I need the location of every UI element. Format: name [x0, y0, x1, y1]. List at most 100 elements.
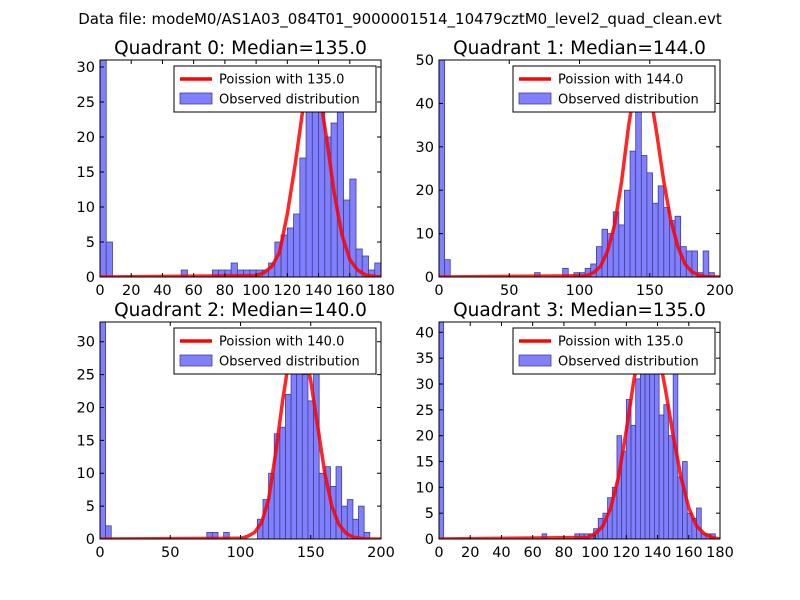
legend-bars-label: Observed distribution	[219, 93, 360, 108]
x-tick-label: 100	[242, 283, 270, 299]
histogram-bar	[624, 189, 631, 277]
histogram-bar	[290, 367, 298, 539]
histogram-bar	[363, 532, 371, 539]
legend-bars-label: Observed distribution	[219, 355, 360, 370]
x-tick-label: 0	[95, 545, 104, 561]
legend-curve-label: Poission with 135.0	[219, 73, 344, 88]
legend: Poission with 135.0 Observed distribution	[173, 65, 377, 113]
subplot-grid: 0 20 40 60 80 100 120 140 160 180051015202530Quad…	[77, 38, 734, 561]
y-tick-label: 35	[416, 351, 434, 367]
histogram-bar	[640, 155, 648, 277]
x-tick-label: 100	[566, 283, 594, 299]
x-tick-label: 180	[367, 283, 395, 299]
histogram-bar	[211, 532, 219, 539]
subplot-title: Quadrant 0: Median=135.0	[114, 38, 367, 59]
x-tick-label: 120	[612, 545, 640, 561]
x-tick-label: 160	[675, 545, 703, 561]
x-tick-label: 140	[644, 545, 672, 561]
y-tick-label: 40	[416, 325, 434, 341]
histogram-bar	[439, 322, 445, 539]
y-tick-label: 25	[77, 368, 95, 384]
x-tick-label: 150	[636, 283, 664, 299]
histogram-bar	[293, 213, 301, 277]
y-tick-label: 0	[86, 532, 95, 548]
histogram-bar	[100, 322, 107, 539]
x-tick-label: 100	[581, 545, 609, 561]
histogram-bar	[646, 172, 653, 277]
histogram-bar	[305, 101, 313, 277]
histogram-bar	[100, 60, 107, 277]
y-tick-label: 0	[86, 270, 95, 286]
axes-frame	[438, 321, 721, 540]
x-tick-label: 60	[184, 283, 202, 299]
subplot-quadrant-0: 0 20 40 60 80 100 120 140 160 180 0 5 10 15 20 25 30 Quad…	[77, 38, 395, 299]
y-tick-label: 5	[86, 499, 95, 515]
x-tick-label: 50	[161, 545, 179, 561]
x-tick-label: 140	[305, 283, 333, 299]
x-tick-label: 150	[297, 545, 325, 561]
x-tick-label: 40	[492, 545, 510, 561]
y-tick-label: 50	[416, 53, 434, 69]
y-tick-label: 15	[416, 455, 434, 471]
legend-bars-swatch	[179, 354, 213, 367]
histogram-bar	[702, 250, 710, 277]
x-tick-label: 0	[434, 545, 443, 561]
x-tick-label: 20	[461, 545, 479, 561]
histogram-bar	[663, 404, 669, 539]
x-tick-label: 80	[216, 283, 234, 299]
histogram-bar	[691, 250, 698, 277]
legend: Poission with 135.0 Observed distribution	[512, 327, 716, 375]
subplot-title: Quadrant 1: Median=144.0	[453, 38, 706, 59]
y-tick-label: 30	[416, 377, 434, 393]
y-tick-label: 40	[416, 96, 434, 112]
histogram-bar	[562, 267, 569, 277]
histogram-bar	[318, 472, 326, 539]
x-tick-label: 100	[227, 545, 255, 561]
subplot-quadrant-2: 0 50 100 150 200 0 5 10 15 20 25 30 Quadrant 2: Medi…	[77, 300, 395, 561]
legend-curve-label: Poission with 140.0	[219, 335, 344, 350]
x-tick-label: 80	[555, 545, 573, 561]
axes-frame	[99, 59, 382, 278]
histogram-bar	[358, 505, 365, 539]
histogram-bar	[361, 255, 369, 277]
histogram-bar	[657, 185, 665, 277]
y-tick-label: 20	[416, 429, 434, 445]
subplot-title: Quadrant 3: Median=135.0	[453, 300, 706, 321]
x-tick-label: 200	[706, 283, 734, 299]
subplot-title: Quadrant 2: Median=140.0	[114, 300, 367, 321]
plot-marks	[439, 322, 720, 539]
histogram-bar	[654, 357, 660, 539]
histogram-bar	[635, 378, 641, 539]
x-tick-label: 0	[434, 283, 443, 299]
y-tick-label: 30	[77, 60, 95, 76]
histogram-bar	[105, 525, 112, 539]
x-tick-label: 160	[336, 283, 364, 299]
y-tick-label: 20	[77, 400, 95, 416]
x-tick-label: 0	[95, 283, 104, 299]
histogram-bar	[349, 178, 357, 277]
histogram-bar	[286, 227, 294, 277]
y-tick-label: 25	[77, 95, 95, 111]
histogram-bar	[444, 259, 451, 277]
subplot-quadrant-3: 0 20 40 60 80 100 120 140 160 180 0 5 10 15 20 25 30 35 40…	[416, 300, 734, 561]
y-tick-label: 10	[416, 227, 434, 243]
histogram-bar	[652, 202, 659, 277]
histogram-bar	[285, 393, 292, 539]
legend-bars-swatch	[179, 92, 213, 105]
legend-bars-label: Observed distribution	[558, 355, 699, 370]
y-tick-label: 10	[77, 466, 95, 482]
x-tick-label: 200	[367, 545, 395, 561]
histogram-bar	[336, 108, 344, 277]
histogram-bar	[180, 269, 188, 277]
x-tick-label: 120	[273, 283, 301, 299]
y-tick-label: 25	[416, 403, 434, 419]
x-tick-label: 60	[523, 545, 541, 561]
y-tick-label: 5	[86, 235, 95, 251]
x-tick-label: 20	[122, 283, 140, 299]
y-tick-label: 10	[77, 200, 95, 216]
histogram-bar	[618, 224, 625, 277]
histogram-bar	[313, 354, 320, 539]
histogram-bar	[301, 374, 309, 539]
y-tick-label: 30	[416, 140, 434, 156]
x-tick-label: 40	[153, 283, 171, 299]
